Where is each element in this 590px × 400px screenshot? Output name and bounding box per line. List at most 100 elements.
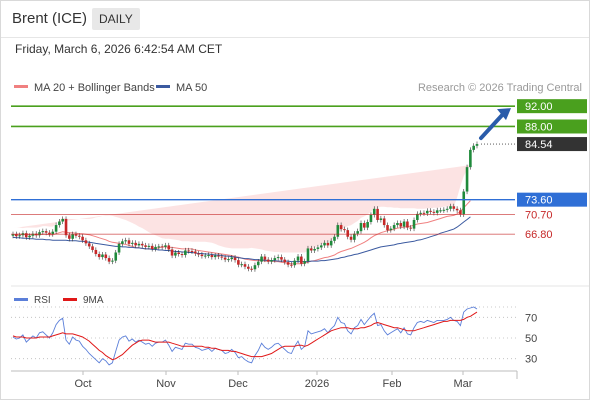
copyright-credit: Research © 2026 Trading Central [418, 82, 582, 94]
candle-body [416, 213, 419, 220]
candle-body [187, 250, 190, 252]
candle-body [117, 243, 121, 253]
candle-body [319, 245, 323, 248]
candle-body [15, 234, 18, 237]
candle-body [121, 241, 124, 244]
x-tick-label: Dec [228, 378, 248, 390]
candle-body [131, 242, 134, 244]
level-lines: 92.00 88.00 84.54 73.60 70.70 66.80 [11, 99, 587, 241]
level-88-00-label: 88.00 [525, 121, 553, 133]
candle-body [369, 214, 373, 223]
candle-body [217, 255, 220, 257]
candle-body [134, 242, 137, 246]
candle-body [406, 221, 409, 228]
candle-body [87, 243, 91, 247]
legend-label-ma50: MA 50 [176, 82, 207, 94]
projection-arrow-shaft [479, 112, 505, 141]
candle-body [174, 252, 177, 256]
legend-swatch-rsi [14, 298, 28, 301]
candle-body [58, 221, 61, 226]
candle-body [184, 250, 187, 256]
chart-header: Brent (ICE) DAILY [1, 1, 589, 38]
candle-body [316, 247, 320, 249]
level-92-00-tag [517, 99, 587, 114]
timestamp-label: Friday, March 6, 2026 6:42:54 AM CET [15, 42, 223, 56]
candle-body [306, 248, 310, 262]
candle-body [465, 167, 469, 192]
candle-body [349, 236, 353, 240]
candle-body [61, 218, 65, 222]
candle-body [180, 254, 184, 256]
level-70-70-label: 70.70 [525, 209, 553, 221]
candle-body [379, 218, 383, 220]
candle-body [48, 232, 51, 235]
x-tick-label: 2026 [305, 378, 329, 390]
candle-body [280, 257, 283, 260]
x-tick-label: Feb [383, 378, 402, 390]
x-tick-label: Oct [74, 378, 91, 390]
candle-body [266, 259, 270, 262]
candle-body [389, 228, 393, 231]
candle-body [326, 242, 330, 246]
candle-body [31, 233, 35, 236]
candle-body [140, 243, 144, 246]
candle-body [382, 218, 386, 226]
candle-body [472, 145, 475, 150]
candle-body [336, 225, 340, 237]
rsi-line [12, 306, 478, 366]
candle-body [114, 252, 118, 261]
candle-body [435, 210, 439, 213]
x-tick-label: Nov [156, 378, 176, 390]
candle-body [425, 210, 429, 214]
candle-body [200, 254, 204, 257]
candle-body [54, 225, 58, 232]
candle-body [290, 264, 293, 266]
legend-swatch-ma20 [14, 85, 28, 88]
rsi-tick-70: 70 [525, 312, 537, 324]
candle-body [402, 221, 406, 227]
candle-body [11, 234, 15, 236]
level-73-60-tag [517, 192, 587, 207]
candle-body [220, 256, 224, 258]
candle-body [247, 266, 250, 269]
candle-body [94, 249, 98, 255]
candle-body [253, 265, 257, 270]
projection-arrow-head [497, 108, 511, 121]
candle-body [273, 258, 277, 261]
candle-body [300, 256, 303, 264]
candle-body [101, 254, 104, 258]
legend-label-ma20: MA 20 + Bollinger Bands [34, 82, 155, 94]
candle-body [237, 260, 240, 265]
candle-body [412, 219, 416, 229]
candle-body [207, 255, 210, 257]
candle-body [68, 235, 71, 239]
candle-body [97, 254, 101, 258]
candle-body [41, 231, 45, 233]
candle-body [442, 209, 446, 211]
candle-body [270, 260, 273, 262]
candle-body [372, 208, 376, 215]
candle-body [107, 258, 111, 262]
level-84-54-tag [517, 137, 587, 152]
candle-body [359, 223, 363, 232]
candle-body [283, 259, 287, 263]
x-tick-label: Mar [454, 378, 473, 390]
candle-body [243, 264, 247, 267]
candle-body [469, 149, 472, 168]
legend-label-rsi-ma: 9MA [83, 295, 104, 306]
candle-body [233, 257, 237, 261]
candle-body [144, 245, 147, 247]
period-button[interactable]: DAILY [92, 8, 140, 30]
candle-body [74, 234, 78, 236]
candle-body [190, 250, 194, 252]
candle-body [150, 245, 154, 249]
candle-body [230, 257, 234, 260]
candle-body [366, 222, 369, 228]
candle-body [104, 254, 108, 259]
rsi-ma-line [12, 311, 478, 361]
level-66-80-label: 66.80 [525, 229, 553, 241]
candle-body [422, 212, 426, 214]
candle-body [396, 223, 399, 226]
candle-body [303, 261, 306, 264]
